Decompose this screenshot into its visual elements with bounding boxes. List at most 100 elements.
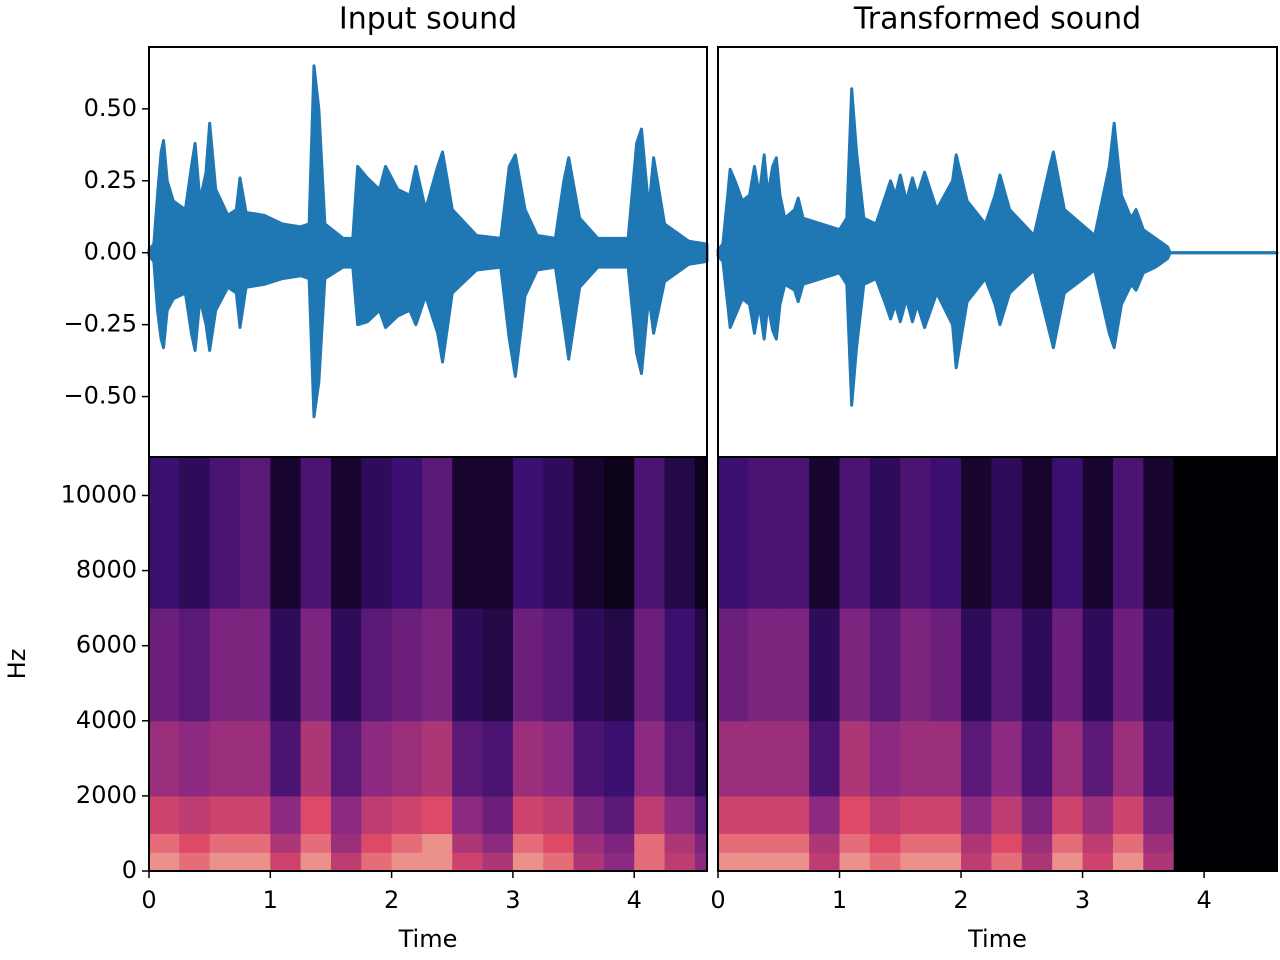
- heatmap-cell: [543, 457, 575, 609]
- y-tick-label: −0.50: [63, 382, 137, 410]
- heatmap-cell: [809, 795, 841, 834]
- heatmap-cell: [1082, 795, 1114, 834]
- heatmap-cell: [149, 608, 180, 722]
- y-tick-label: −0.25: [63, 310, 137, 338]
- heatmap-cell: [573, 833, 605, 853]
- heatmap-cell: [1264, 852, 1278, 872]
- x-tick-label: 3: [1075, 886, 1090, 914]
- heatmap-cell: [1112, 795, 1144, 834]
- heatmap-cell: [839, 852, 871, 872]
- heatmap-cell: [573, 852, 605, 872]
- heatmap-cell: [961, 720, 992, 797]
- heatmap-cell: [209, 795, 241, 834]
- heatmap-cell: [1112, 720, 1144, 797]
- y-tick-label: 10000: [61, 480, 137, 508]
- heatmap-cell: [778, 852, 810, 872]
- axes-frame: [148, 456, 708, 872]
- x-tick-label: 0: [141, 886, 156, 914]
- heatmap-cell: [991, 720, 1023, 797]
- heatmap-cell: [1052, 608, 1084, 722]
- heatmap-cell: [270, 457, 302, 609]
- x-axis-label: Time: [967, 925, 1027, 953]
- heatmap-cell: [718, 852, 749, 872]
- heatmap-cell: [778, 457, 810, 609]
- heatmap-cell: [239, 608, 271, 722]
- heatmap-cell: [543, 833, 575, 853]
- heatmap-cell: [149, 833, 180, 853]
- heatmap-cell: [512, 457, 544, 609]
- heatmap-cell: [361, 457, 393, 609]
- heatmap-cell: [270, 608, 302, 722]
- heatmap-cell: [179, 795, 211, 834]
- heatmap-cell: [748, 720, 780, 797]
- heatmap-cell: [930, 852, 962, 872]
- heatmap-cell: [300, 720, 332, 797]
- heatmap-cell: [452, 457, 484, 609]
- heatmap-cell: [900, 833, 932, 853]
- y-tick-label: 0: [122, 856, 137, 884]
- x-tick-label: 1: [832, 886, 847, 914]
- heatmap-cell: [1234, 457, 1266, 609]
- waveform-envelope: [716, 87, 1279, 255]
- heatmap-cell: [330, 833, 362, 853]
- heatmap-cell: [1204, 457, 1235, 609]
- heatmap-cell: [179, 720, 211, 797]
- heatmap-cell: [869, 608, 901, 722]
- heatmap-cell: [1052, 457, 1084, 609]
- heatmap-cell: [694, 457, 708, 609]
- heatmap-cell: [991, 852, 1023, 872]
- heatmap-cell: [330, 720, 362, 797]
- heatmap-cell: [1052, 833, 1084, 853]
- heatmap-cell: [330, 795, 362, 834]
- heatmap-cell: [718, 795, 749, 834]
- heatmap-cell: [149, 457, 180, 609]
- heatmap-cell: [270, 852, 302, 872]
- waveform-envelope: [147, 251, 709, 419]
- heatmap-cell: [961, 795, 992, 834]
- heatmap-cell: [748, 795, 780, 834]
- heatmap-cell: [1143, 720, 1175, 797]
- heatmap-cell: [1173, 833, 1205, 853]
- heatmap-cell: [1234, 852, 1266, 872]
- heatmap-cell: [900, 457, 932, 609]
- heatmap-cell: [930, 457, 962, 609]
- heatmap-cell: [452, 720, 484, 797]
- y-tick-label: 4000: [76, 706, 137, 734]
- heatmap-cell: [179, 852, 211, 872]
- heatmap-cell: [930, 720, 962, 797]
- heatmap-cell: [603, 795, 635, 834]
- heatmap-cell: [694, 608, 708, 722]
- heatmap-cell: [300, 795, 332, 834]
- heatmap-cell: [930, 833, 962, 853]
- heatmap-cell: [1021, 833, 1053, 853]
- heatmap-cell: [1264, 795, 1278, 834]
- heatmap-cell: [603, 833, 635, 853]
- heatmap-cell: [179, 457, 211, 609]
- heatmap-cell: [149, 720, 180, 797]
- heatmap-cell: [1234, 795, 1266, 834]
- heatmap-cell: [1264, 608, 1278, 722]
- heatmap-cell: [1264, 457, 1278, 609]
- heatmap-cell: [961, 852, 992, 872]
- heatmap-cell: [452, 852, 484, 872]
- heatmap-cell: [239, 795, 271, 834]
- heatmap-cell: [482, 608, 514, 722]
- heatmap-cell: [664, 795, 696, 834]
- heatmap-cell: [1234, 608, 1266, 722]
- heatmap-cell: [300, 457, 332, 609]
- heatmap-cell: [512, 852, 544, 872]
- heatmap-cell: [149, 795, 180, 834]
- heatmap-cell: [209, 608, 241, 722]
- heatmap-cell: [1052, 795, 1084, 834]
- heatmap-cell: [778, 833, 810, 853]
- heatmap-cell: [573, 608, 605, 722]
- heatmap-cell: [809, 608, 841, 722]
- heatmap-cell: [543, 608, 575, 722]
- y-tick-label: 2000: [76, 781, 137, 809]
- heatmap-cell: [634, 608, 666, 722]
- heatmap-cell: [869, 720, 901, 797]
- heatmap-cell: [1204, 720, 1235, 797]
- heatmap-cell: [512, 833, 544, 853]
- heatmap-cell: [330, 457, 362, 609]
- heatmap-cell: [603, 852, 635, 872]
